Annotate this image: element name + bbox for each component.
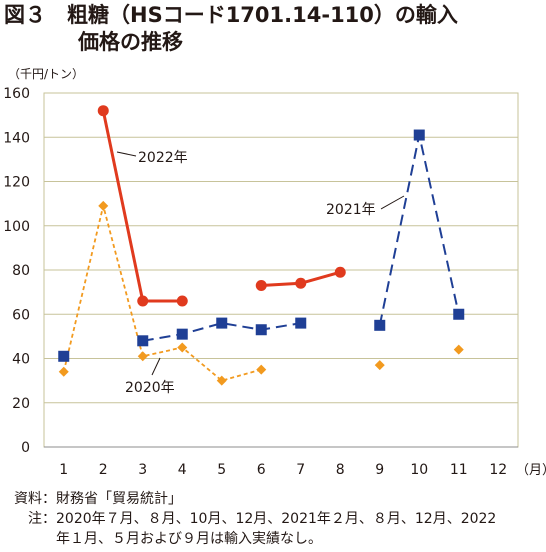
x-tick-label: 2 [99,462,108,478]
data-point [97,105,109,117]
x-tick-label: 6 [257,462,266,478]
data-point [256,364,267,375]
data-point [453,344,464,355]
series-line [62,204,262,382]
x-tick-label: 11 [450,462,468,478]
x-tick-label: 8 [336,462,345,478]
x-unit-label: （月） [516,463,546,478]
data-point [334,266,346,278]
series-2022年 [97,105,346,307]
grid-lines [43,92,519,448]
data-point [453,308,465,320]
y-tick-label: 60 [12,307,30,323]
data-point [98,200,109,211]
leader-line [116,151,137,157]
data-point [216,375,227,386]
series-line [101,110,183,303]
note-label: 注： [28,511,56,527]
x-tick-label: 3 [138,462,147,478]
series-label: 2021年 [326,202,376,218]
x-tick-label: 5 [217,462,226,478]
x-tick-label: 12 [489,462,507,478]
data-point [177,342,188,353]
y-tick-label: 140 [3,130,30,146]
x-tick-label: 9 [375,462,384,478]
y-tick-label: 0 [21,440,30,456]
source-label: 資料： [14,491,56,507]
y-tick-label: 100 [3,219,30,235]
x-tick-label: 1 [59,462,68,478]
data-point [176,328,188,340]
data-point [58,350,70,362]
chart-title-line-1: 図３ 粗糖（HSコード1701.14-110）の輸入 [4,3,458,27]
note-line-2: 年１月、５月および９月は輸入実績なし。 [56,531,322,547]
notes: 資料： 財務省「貿易統計」 注： 2020年７月、８月、10月、12月、2021… [6,489,496,549]
series-label: 2022年 [138,150,188,166]
data-point [413,129,425,141]
data-point [137,295,149,307]
series-2020年 [58,200,464,386]
data-point [374,360,385,371]
series-line [378,134,460,326]
leader-line [151,357,161,376]
data-point [295,277,307,289]
leader-line [380,195,405,210]
y-tick-label: 40 [12,352,30,368]
y-tick-label: 20 [12,396,30,412]
data-point [176,295,188,307]
series-labels: 2022年 2021年 2020年 [116,150,405,396]
data-point [137,351,148,362]
data-point [58,366,69,377]
source-text: 財務省「貿易統計」 [56,491,182,507]
data-point [137,335,149,347]
note-line-1: 2020年７月、８月、10月、12月、2021年２月、８月、12月、2022 [56,511,497,527]
x-tick-label: 7 [296,462,305,478]
y-unit-label: （千円/トン） [8,67,84,81]
data-point [255,324,267,336]
data-point [216,317,228,329]
y-tick-label: 80 [12,263,30,279]
data-point [295,317,307,329]
chart-title-line-2: 価格の推移 [78,30,183,54]
series-2021年 [58,129,465,362]
data-point [255,279,267,291]
x-tick-label: 10 [410,462,428,478]
series-label: 2020年 [125,380,175,396]
y-tick-label: 160 [3,86,30,102]
series-group [58,105,465,386]
chart-title: 図３ 粗糖（HSコード1701.14-110）の輸入 価格の推移 [4,2,458,56]
data-point [374,319,386,331]
x-tick-label: 4 [178,462,187,478]
y-tick-label: 120 [3,175,30,191]
series-line [142,322,301,342]
